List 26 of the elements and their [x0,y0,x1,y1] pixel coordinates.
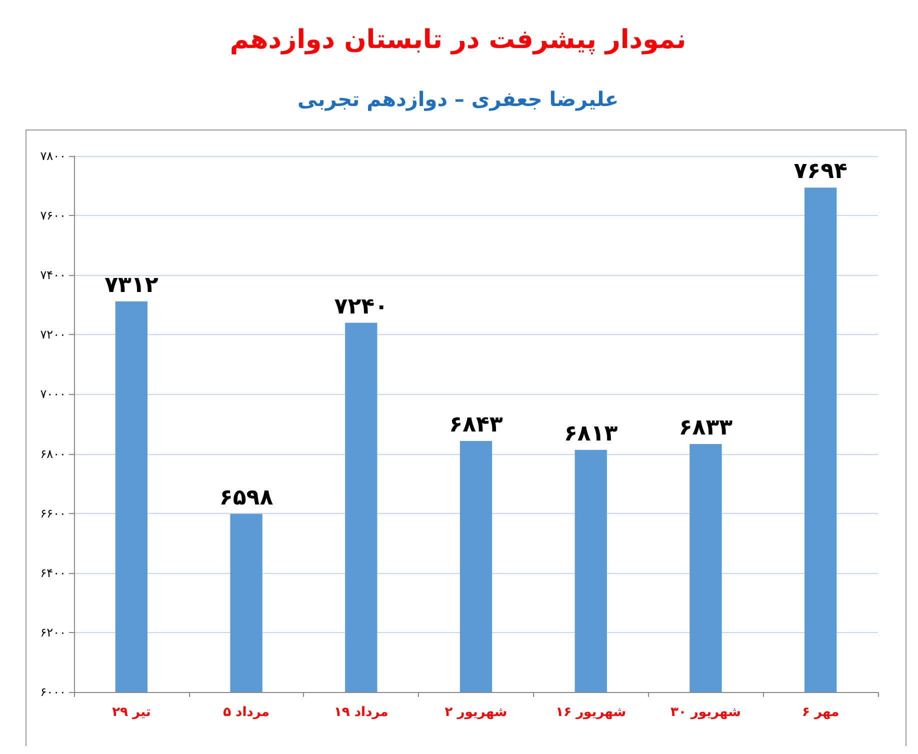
y-tick-label: ۷۰۰۰ [40,387,66,402]
data-label: ۶۸۴۳ [449,412,504,438]
x-tick-label: ۱۹ مرداد [334,705,388,720]
y-tick-label: ۶۸۰۰ [40,446,66,461]
y-tick-label: ۷۸۰۰ [40,149,66,163]
data-label: ۶۸۳۳ [678,415,734,440]
x-tick-label: ۵ مرداد [223,705,270,720]
y-tick-label: ۶۶۰۰ [40,506,66,520]
y-tick-label: ۶۴۰۰ [40,566,66,580]
x-tick-label: ۲۹ تیر [112,705,151,720]
data-label: ۷۶۹۴ [794,159,848,184]
y-tick-label: ۷۲۰۰ [40,328,66,342]
data-label: ۷۳۱۲ [104,272,159,298]
chart-title: نمودار پیشرفت در تابستان دوازدهم [230,25,686,55]
y-tick-label: ۷۶۰۰ [40,208,66,223]
y-tick-label: ۶۰۰۰ [40,685,66,699]
x-tick-label: ۳۰ شهریور [670,705,741,720]
y-tick-label: ۶۲۰۰ [40,625,66,640]
data-label: ۶۵۹۸ [219,485,274,510]
data-label: ۶۸۱۳ [564,421,618,446]
data-label: ۷۲۴۰ [334,294,388,320]
x-tick-label: ۶ مهر [802,705,840,720]
y-tick-label: ۷۴۰۰ [40,268,66,282]
x-tick-label: ۲ شهریور [444,705,508,720]
chart-subtitle: علیرضا جعفری – دوازدهم تجربی [298,87,618,111]
x-tick-label: ۱۶ شهریور [556,705,626,720]
